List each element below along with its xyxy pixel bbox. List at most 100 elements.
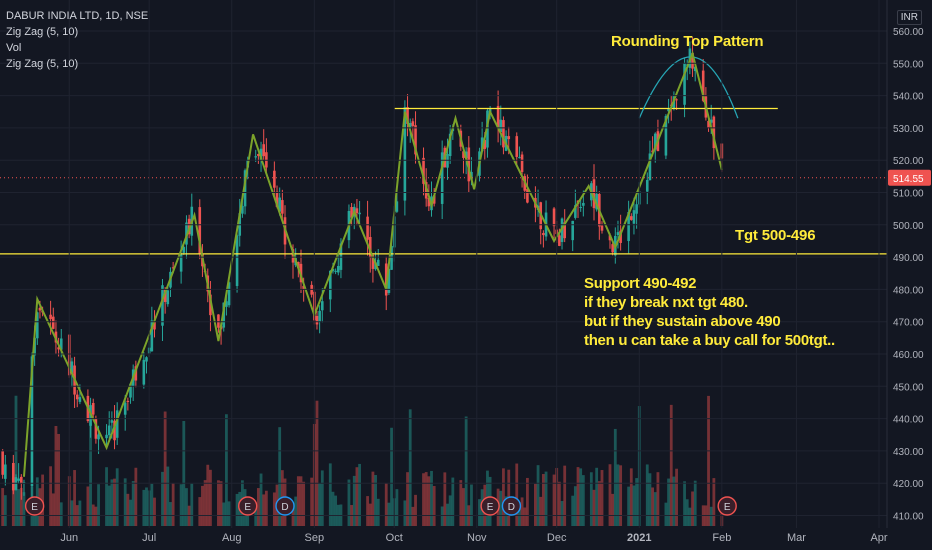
volume-bar bbox=[539, 496, 543, 526]
volume-bar bbox=[355, 467, 359, 526]
candle-body bbox=[315, 316, 319, 325]
x-tick-label: Oct bbox=[386, 532, 403, 544]
candle-body bbox=[574, 205, 577, 218]
volume-bar bbox=[89, 422, 92, 526]
volume-bar bbox=[57, 433, 61, 526]
volume-bar bbox=[478, 499, 481, 526]
candle-body bbox=[70, 361, 74, 374]
candle-body bbox=[502, 120, 505, 148]
volume-bar bbox=[161, 471, 164, 526]
volume-bar bbox=[571, 495, 575, 526]
volume-bar bbox=[651, 487, 654, 526]
candle-body bbox=[480, 137, 484, 152]
candle-body bbox=[78, 397, 82, 402]
volume-bar bbox=[86, 486, 90, 526]
volume-bar bbox=[227, 501, 231, 526]
volume-bar bbox=[115, 468, 119, 526]
candle-body bbox=[390, 246, 393, 270]
volume-bar bbox=[518, 507, 521, 526]
candle-body bbox=[464, 151, 468, 159]
volume-bar bbox=[384, 483, 388, 526]
volume-bar bbox=[182, 421, 186, 526]
volume-bar bbox=[222, 502, 226, 526]
volume-bar bbox=[296, 476, 300, 526]
candle-body bbox=[281, 200, 284, 214]
volume-bar bbox=[41, 474, 45, 526]
candle-body bbox=[712, 116, 716, 149]
volume-bar bbox=[225, 414, 228, 526]
earnings-marker bbox=[24, 496, 45, 516]
candle-body bbox=[515, 136, 519, 157]
volume-bar bbox=[541, 474, 545, 526]
volume-bar bbox=[645, 464, 649, 526]
symbol-title[interactable]: DABUR INDIA LTD, 1D, NSE bbox=[6, 10, 149, 22]
volume-bar bbox=[669, 404, 673, 526]
candle-body bbox=[12, 462, 15, 491]
indicator-volume[interactable]: Vol bbox=[6, 42, 22, 54]
candle-body bbox=[520, 154, 524, 172]
candle-body bbox=[145, 357, 148, 362]
candle-body bbox=[582, 202, 585, 206]
pattern-label[interactable]: Rounding Top Pattern bbox=[611, 33, 764, 50]
x-tick-label: Sep bbox=[305, 532, 325, 544]
candle-body bbox=[20, 476, 23, 484]
zigzag-line bbox=[22, 50, 723, 477]
volume-bar bbox=[627, 486, 631, 526]
candle-body bbox=[483, 139, 487, 149]
candle-body bbox=[113, 420, 116, 441]
analysis-note[interactable]: Support 490-492 if they break nxt tgt 48… bbox=[584, 274, 835, 350]
indicator-zigzag-1[interactable]: Zig Zag (5, 10) bbox=[6, 26, 79, 38]
volume-bar bbox=[595, 467, 599, 526]
candle-body bbox=[627, 212, 630, 242]
volume-bar bbox=[648, 473, 652, 526]
volume-bar bbox=[366, 496, 369, 526]
candle-body bbox=[336, 265, 340, 273]
volume-bar bbox=[608, 464, 612, 526]
volume-bar bbox=[368, 503, 372, 526]
volume-bar bbox=[464, 416, 468, 526]
volume-bar bbox=[320, 470, 324, 526]
candle-body bbox=[355, 208, 359, 214]
candle-body bbox=[691, 52, 694, 69]
volume-bar bbox=[683, 481, 686, 526]
note-line: but if they sustain above 490 bbox=[584, 313, 781, 330]
volume-bar bbox=[619, 465, 623, 526]
candle-body bbox=[150, 320, 154, 352]
volume-bar bbox=[113, 478, 116, 526]
candle-body bbox=[254, 156, 258, 158]
y-tick-label: 490.00 bbox=[893, 253, 924, 264]
volume-bar bbox=[675, 468, 678, 526]
currency-badge[interactable]: INR bbox=[896, 10, 922, 25]
volume-bar bbox=[688, 507, 692, 526]
candle-body bbox=[171, 267, 175, 269]
candle-body bbox=[518, 157, 521, 159]
indicator-zigzag-2[interactable]: Zig Zag (5, 10) bbox=[6, 58, 79, 70]
candle-body bbox=[616, 232, 620, 236]
volume-bar bbox=[328, 463, 332, 526]
candle-body bbox=[664, 115, 668, 156]
volume-bar bbox=[502, 468, 505, 526]
candle-body bbox=[571, 220, 574, 241]
candle-body bbox=[632, 210, 636, 224]
candle-body bbox=[129, 383, 132, 398]
volume-bar bbox=[536, 465, 540, 526]
volume-bar bbox=[256, 488, 260, 526]
candle-body bbox=[243, 170, 247, 207]
candle-body bbox=[217, 314, 220, 328]
volume-bar bbox=[560, 501, 564, 526]
candle-body bbox=[4, 464, 7, 479]
volume-bar bbox=[291, 507, 295, 526]
candle-body bbox=[59, 338, 63, 350]
candle-body bbox=[608, 235, 612, 241]
volume-bar bbox=[448, 495, 452, 526]
candle-body bbox=[526, 188, 529, 203]
candle-body bbox=[134, 366, 138, 381]
volume-bar bbox=[11, 477, 15, 526]
volume-bar bbox=[78, 500, 82, 526]
target-label[interactable]: Tgt 500-496 bbox=[735, 227, 816, 244]
candle-body bbox=[30, 356, 34, 487]
candle-body bbox=[496, 105, 500, 129]
volume-bar bbox=[709, 506, 713, 526]
